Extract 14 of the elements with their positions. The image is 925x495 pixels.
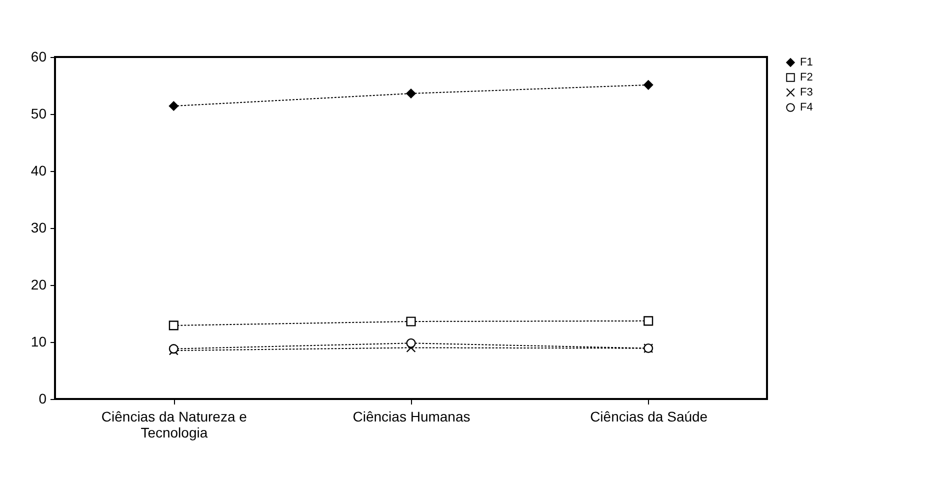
y-tick-label: 50 [30, 106, 47, 122]
legend-label: F3 [800, 86, 813, 98]
y-tick-label: 40 [30, 162, 47, 178]
y-tick-label: 20 [30, 276, 47, 292]
y-tick-label: 30 [30, 220, 47, 236]
legend-label: F2 [800, 72, 813, 84]
legend-label: F4 [800, 102, 813, 114]
legend-label: F1 [800, 56, 813, 68]
x-tick-label: Ciências Humanas [352, 408, 470, 424]
x-tick-label: Ciências da Saúde [590, 408, 708, 424]
y-tick-label: 0 [38, 390, 47, 406]
x-tick-label: Ciências da Natureza e Tecnologia [101, 408, 248, 440]
y-tick-label: 60 [30, 48, 47, 64]
y-tick-label: 10 [30, 334, 47, 350]
